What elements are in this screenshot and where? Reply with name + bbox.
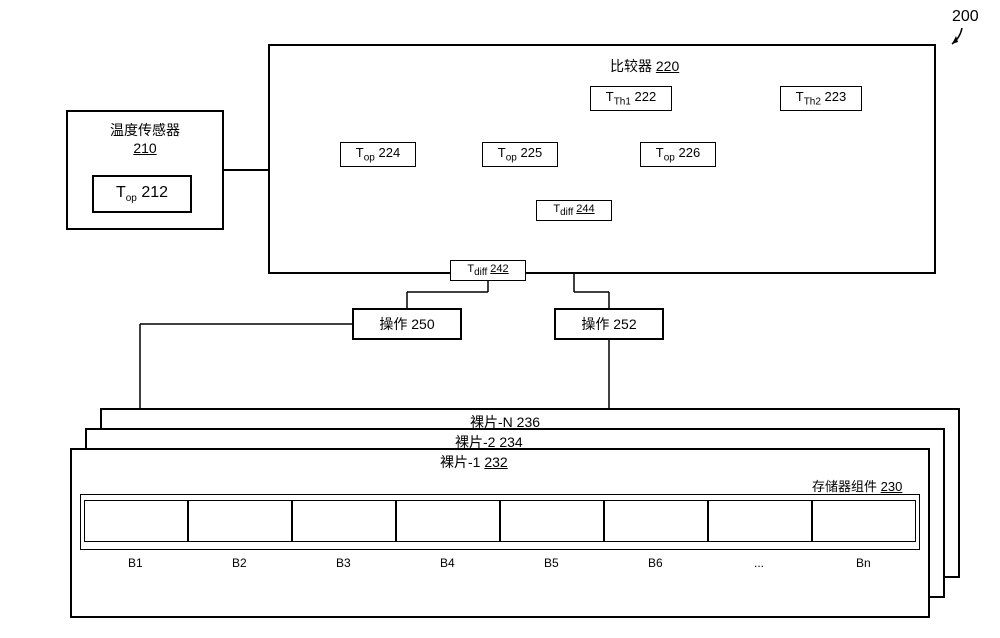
sensor-title: 温度传感器: [68, 120, 222, 140]
block-b2: [188, 500, 292, 542]
t-op-226-box: Top 226: [640, 142, 716, 167]
block-b6: [604, 500, 708, 542]
block-ellipsis: [708, 500, 812, 542]
block-ellipsis-label: ...: [754, 556, 764, 570]
op-252-box: 操作 252: [554, 308, 664, 340]
block-b4: [396, 500, 500, 542]
t-diff-242-box: Tdiff 242: [450, 260, 526, 281]
figure-ref: 200: [952, 8, 979, 26]
block-b6-label: B6: [648, 556, 663, 570]
block-b5: [500, 500, 604, 542]
block-b1: [84, 500, 188, 542]
t-th1-box: TTh1 222: [590, 86, 672, 111]
block-bn: [812, 500, 916, 542]
memory-label: 存储器组件 230: [812, 476, 902, 495]
sensor-inner-box: Top 212: [92, 175, 192, 213]
block-b5-label: B5: [544, 556, 559, 570]
t-op-224-box: Top 224: [340, 142, 416, 167]
sensor-inner-label: Top 212: [116, 184, 168, 204]
t-op-225-box: Top 225: [482, 142, 558, 167]
block-b4-label: B4: [440, 556, 455, 570]
die-1-label: 裸片-1 232: [440, 452, 508, 472]
t-diff-244-box: Tdiff 244: [536, 200, 612, 221]
sensor-title-ref: 210: [68, 140, 222, 156]
block-b2-label: B2: [232, 556, 247, 570]
op-250-box: 操作 250: [352, 308, 462, 340]
block-b1-label: B1: [128, 556, 143, 570]
block-bn-label: Bn: [856, 556, 871, 570]
block-b3: [292, 500, 396, 542]
t-th2-box: TTh2 223: [780, 86, 862, 111]
block-b3-label: B3: [336, 556, 351, 570]
comparator-title: 比较器 220: [610, 56, 679, 76]
